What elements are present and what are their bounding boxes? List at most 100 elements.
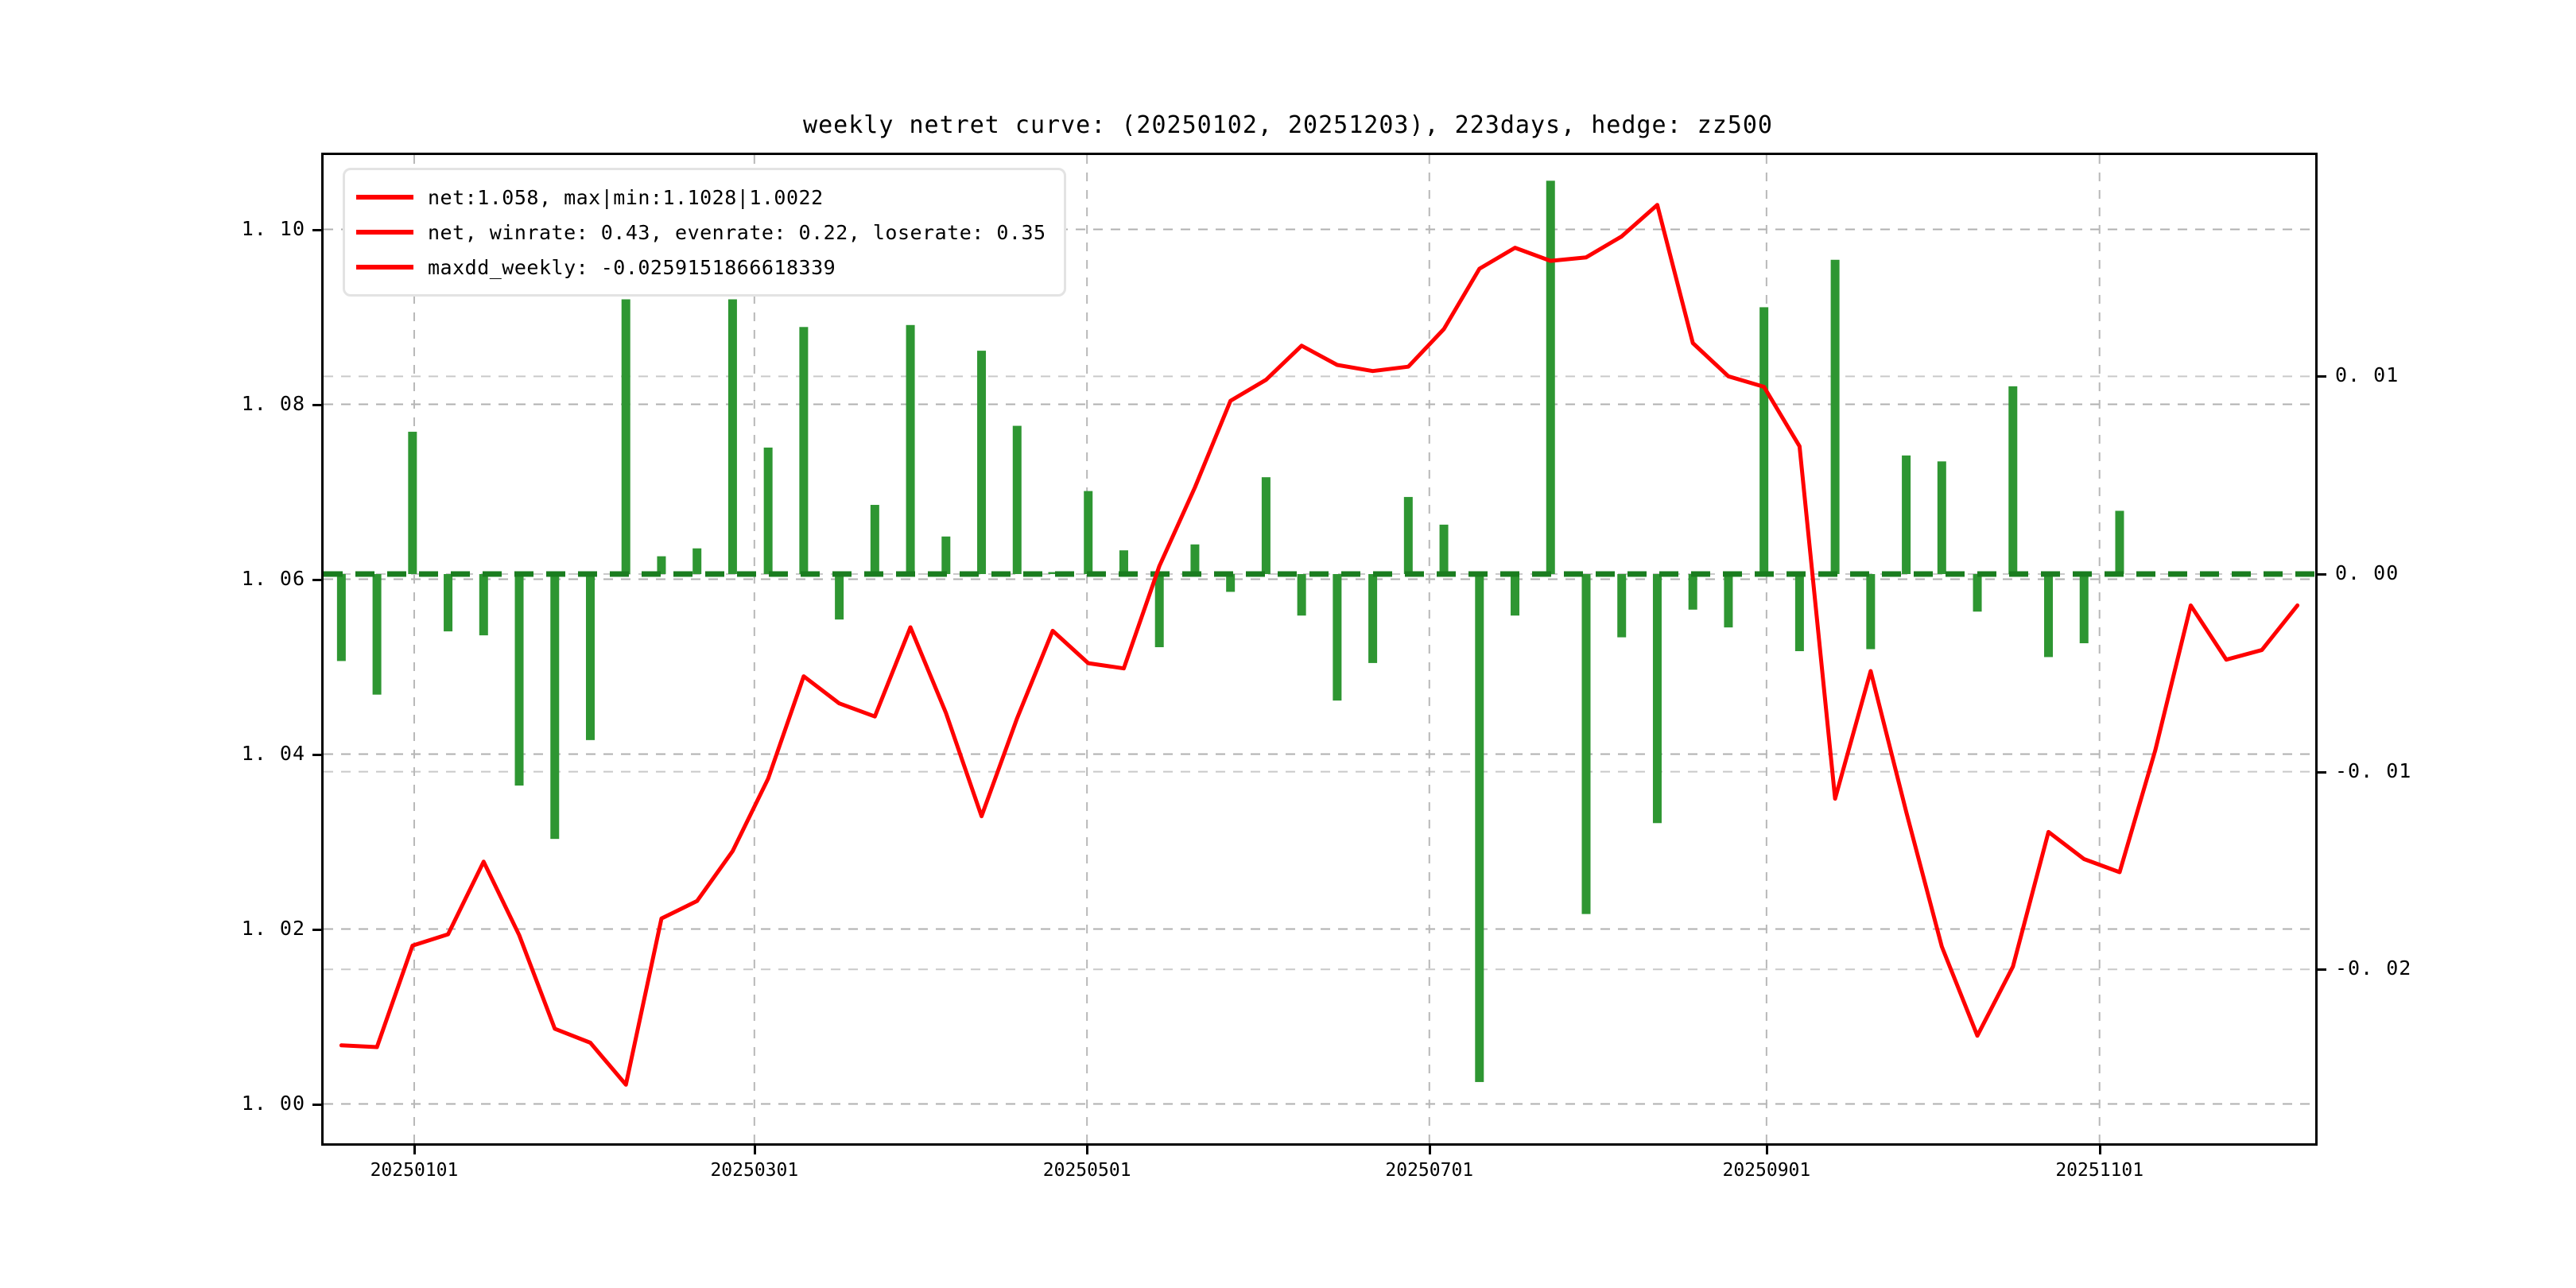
bar bbox=[1012, 425, 1022, 575]
bar bbox=[1261, 477, 1271, 575]
bar bbox=[692, 548, 702, 575]
bar bbox=[372, 574, 382, 695]
y-axis-tick-label-right: 0. 01 bbox=[2335, 363, 2399, 387]
y-axis-tick-label-left: 1. 02 bbox=[241, 916, 305, 940]
bar bbox=[906, 324, 915, 575]
legend-item-maxdd: maxdd_weekly: -0.0259151866618339 bbox=[356, 250, 1046, 285]
legend-swatch-line bbox=[356, 265, 413, 270]
x-axis-tick-label: 20250901 bbox=[1722, 1160, 1811, 1181]
y-axis-tick-label-right: -0. 02 bbox=[2335, 956, 2412, 980]
bar bbox=[479, 574, 488, 636]
bar bbox=[1581, 574, 1591, 914]
x-axis-tick-label: 20250301 bbox=[710, 1160, 799, 1181]
bar bbox=[941, 536, 951, 575]
y-axis-tick-left bbox=[312, 1103, 321, 1106]
y-axis-tick-left bbox=[312, 228, 321, 231]
bar bbox=[1724, 574, 1733, 628]
bar bbox=[2115, 510, 2124, 575]
bar bbox=[1617, 574, 1627, 638]
bar bbox=[1475, 574, 1484, 1082]
bar bbox=[1511, 574, 1520, 616]
net-line-series-layer bbox=[339, 203, 2300, 1087]
bar bbox=[1403, 497, 1413, 575]
y-axis-tick-left bbox=[312, 928, 321, 931]
bar bbox=[1226, 574, 1236, 592]
bar bbox=[1759, 307, 1769, 575]
bar bbox=[657, 556, 666, 575]
bar bbox=[727, 299, 737, 575]
bar bbox=[1368, 574, 1378, 663]
bar bbox=[1048, 572, 1057, 575]
bar bbox=[621, 299, 630, 575]
bar bbox=[1830, 259, 1840, 575]
y-axis-tick-right bbox=[2318, 375, 2326, 378]
bar bbox=[444, 574, 453, 632]
bar bbox=[1973, 574, 1982, 612]
legend-item-net-summary: net:1.058, max|min:1.1028|1.0022 bbox=[356, 180, 1046, 215]
legend-label-net-summary: net:1.058, max|min:1.1028|1.0022 bbox=[428, 185, 824, 209]
y-axis-tick-left bbox=[312, 578, 321, 581]
bar bbox=[1866, 574, 1876, 650]
y-axis-tick-label-left: 1. 10 bbox=[241, 216, 305, 240]
y-axis-tick-label-left: 1. 04 bbox=[241, 741, 305, 765]
y-axis-tick-label-left: 1. 08 bbox=[241, 391, 305, 415]
bar bbox=[2008, 386, 2018, 575]
y-axis-tick-left bbox=[312, 403, 321, 406]
y-axis-tick-label-left: 1. 00 bbox=[241, 1091, 305, 1115]
bar bbox=[550, 574, 560, 840]
y-axis-tick-left bbox=[312, 753, 321, 756]
bar-series-layer bbox=[336, 180, 2124, 1082]
x-axis-tick bbox=[413, 1146, 416, 1154]
bar bbox=[1333, 574, 1342, 701]
bar bbox=[799, 327, 809, 575]
bar bbox=[585, 574, 595, 740]
bar bbox=[2079, 574, 2089, 644]
bar bbox=[1902, 455, 1911, 575]
bar bbox=[514, 574, 524, 786]
x-axis-tick-label: 20250101 bbox=[370, 1160, 459, 1181]
x-axis-tick-label: 20250701 bbox=[1385, 1160, 1474, 1181]
bar bbox=[1190, 544, 1200, 575]
y-axis-tick-right bbox=[2318, 770, 2326, 774]
legend: net:1.058, max|min:1.1028|1.0022 net, wi… bbox=[343, 168, 1066, 297]
legend-item-net-rates: net, winrate: 0.43, evenrate: 0.22, lose… bbox=[356, 215, 1046, 250]
bar bbox=[870, 505, 879, 575]
bar bbox=[835, 574, 844, 620]
x-axis-tick bbox=[2098, 1146, 2101, 1154]
x-axis-tick bbox=[1428, 1146, 1431, 1154]
bar bbox=[2044, 574, 2054, 658]
y-axis-tick-label-right: -0. 01 bbox=[2335, 758, 2412, 782]
legend-label-maxdd: maxdd_weekly: -0.0259151866618339 bbox=[428, 255, 836, 279]
bar bbox=[1439, 524, 1449, 575]
plot-inner bbox=[324, 155, 2315, 1143]
bar bbox=[1119, 550, 1128, 575]
bar bbox=[408, 432, 417, 575]
legend-label-net-rates: net, winrate: 0.43, evenrate: 0.22, lose… bbox=[428, 220, 1046, 244]
bar bbox=[1546, 180, 1555, 575]
zero-reference-line bbox=[324, 571, 2315, 577]
bar bbox=[1794, 574, 1804, 651]
y-axis-tick-label-left: 1. 06 bbox=[241, 566, 305, 590]
bar bbox=[1154, 574, 1164, 648]
bar bbox=[336, 574, 346, 661]
y-axis-tick-right bbox=[2318, 573, 2326, 576]
bar bbox=[763, 447, 773, 575]
x-axis-tick-label: 20251101 bbox=[2055, 1160, 2144, 1181]
x-axis-tick bbox=[1765, 1146, 1768, 1154]
bar bbox=[1084, 491, 1093, 575]
plot-area: net:1.058, max|min:1.1028|1.0022 net, wi… bbox=[321, 153, 2318, 1146]
y-axis-tick-label-right: 0. 00 bbox=[2335, 561, 2399, 585]
bar bbox=[977, 351, 987, 575]
bar bbox=[1652, 574, 1662, 824]
chart-title: weekly netret curve: (20250102, 20251203… bbox=[803, 111, 1773, 139]
legend-swatch-line bbox=[356, 230, 413, 235]
bar bbox=[1688, 574, 1697, 610]
bar bbox=[1297, 574, 1306, 616]
bar bbox=[1937, 461, 1946, 575]
legend-swatch-line bbox=[356, 195, 413, 200]
y-axis-tick-right bbox=[2318, 968, 2326, 972]
x-axis-tick bbox=[753, 1146, 756, 1154]
x-axis-tick bbox=[1086, 1146, 1089, 1154]
x-axis-tick-label: 20250501 bbox=[1042, 1160, 1131, 1181]
